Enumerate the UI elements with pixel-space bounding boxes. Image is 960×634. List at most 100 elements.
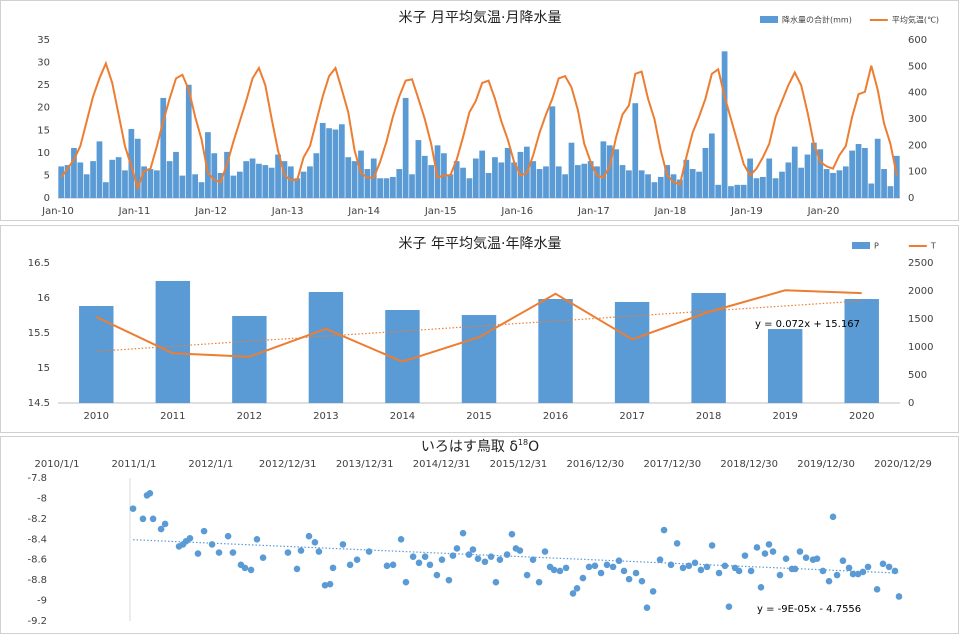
point: [326, 580, 334, 588]
bar: [58, 166, 65, 198]
point: [409, 553, 417, 560]
bar: [332, 129, 339, 198]
y-tick-label: 25: [37, 80, 50, 91]
point: [503, 551, 511, 558]
bar: [721, 51, 728, 198]
x-tick-label: 2019: [772, 411, 797, 422]
bar: [338, 124, 345, 198]
y2-tick-label: 200: [908, 140, 927, 151]
bar: [287, 166, 294, 198]
point: [259, 554, 267, 561]
point: [253, 535, 261, 543]
point: [402, 578, 410, 586]
bar: [606, 145, 613, 198]
point: [747, 567, 755, 575]
bar: [308, 292, 344, 403]
point: [421, 553, 429, 560]
bar: [377, 178, 383, 198]
y2-tick-label: 1500: [908, 314, 933, 325]
y-tick-label: 30: [37, 58, 50, 69]
x-tick-label: 2013: [313, 411, 338, 422]
point: [708, 542, 716, 549]
bar: [154, 170, 160, 198]
bar: [102, 182, 109, 198]
point: [573, 585, 581, 592]
y2-tick-label: 1000: [908, 342, 933, 353]
bar: [122, 170, 128, 198]
bar: [166, 161, 173, 198]
point: [397, 535, 405, 543]
point: [469, 546, 477, 553]
y-tick-label: 35: [37, 35, 50, 46]
bar: [351, 161, 358, 198]
x-tick-label: 2017/12/30: [643, 459, 701, 470]
x-tick-label: 2018/12/30: [720, 459, 778, 470]
point: [346, 561, 354, 569]
bar: [759, 176, 766, 198]
bar: [779, 171, 785, 198]
point: [591, 562, 599, 570]
point: [791, 565, 799, 573]
bar: [862, 147, 868, 198]
x-tick-label: Jan-20: [807, 206, 840, 217]
x-tick-label: 2012: [237, 411, 262, 422]
bar: [294, 178, 301, 198]
y2-tick-label: 0: [908, 398, 914, 409]
bar: [844, 299, 879, 403]
bar: [696, 171, 702, 198]
bar: [689, 169, 696, 198]
point: [487, 553, 495, 560]
point: [562, 564, 570, 572]
bar: [562, 174, 568, 198]
bar: [460, 167, 466, 198]
title-sup: 18: [518, 438, 528, 447]
bar: [211, 153, 218, 198]
point: [329, 564, 337, 572]
bar: [753, 178, 760, 198]
point: [685, 562, 693, 570]
bar: [77, 162, 84, 198]
point: [465, 551, 473, 558]
point: [523, 571, 531, 579]
bar: [262, 165, 269, 198]
bar: [466, 178, 473, 198]
point: [208, 541, 216, 548]
bar: [740, 184, 747, 198]
point: [383, 562, 391, 570]
x-tick-label: Jan-18: [653, 206, 686, 217]
bar: [836, 170, 843, 198]
point: [741, 552, 749, 559]
point: [535, 578, 543, 586]
bar: [798, 167, 804, 198]
bar: [855, 144, 862, 198]
point: [735, 567, 743, 575]
point: [603, 561, 611, 569]
y-tick-label: -8.8: [27, 575, 47, 586]
legend-label: 降水量の合計(mm): [782, 15, 852, 25]
point: [895, 593, 903, 600]
point: [597, 569, 605, 577]
point: [845, 564, 853, 572]
bar: [887, 186, 894, 198]
x-tick-label: 2015/12/31: [490, 459, 548, 470]
x-tick-label: Jan-15: [424, 206, 457, 217]
point: [649, 588, 657, 595]
bar: [575, 165, 581, 198]
bar: [396, 169, 403, 198]
point: [321, 581, 329, 589]
x-tick-label: Jan-12: [194, 206, 227, 217]
y-tick-label: -8.4: [27, 534, 47, 545]
point: [129, 505, 137, 512]
bar: [677, 179, 683, 198]
bar: [434, 145, 441, 198]
y-tick-label: 16: [37, 293, 50, 304]
point: [761, 550, 769, 557]
x-tick-label: 2011: [160, 411, 185, 422]
y-tick-label: 10: [37, 148, 50, 159]
bar: [281, 161, 288, 198]
bar: [479, 150, 486, 198]
point: [765, 541, 773, 548]
y-tick-label: -8: [37, 493, 47, 504]
bar: [683, 159, 690, 198]
